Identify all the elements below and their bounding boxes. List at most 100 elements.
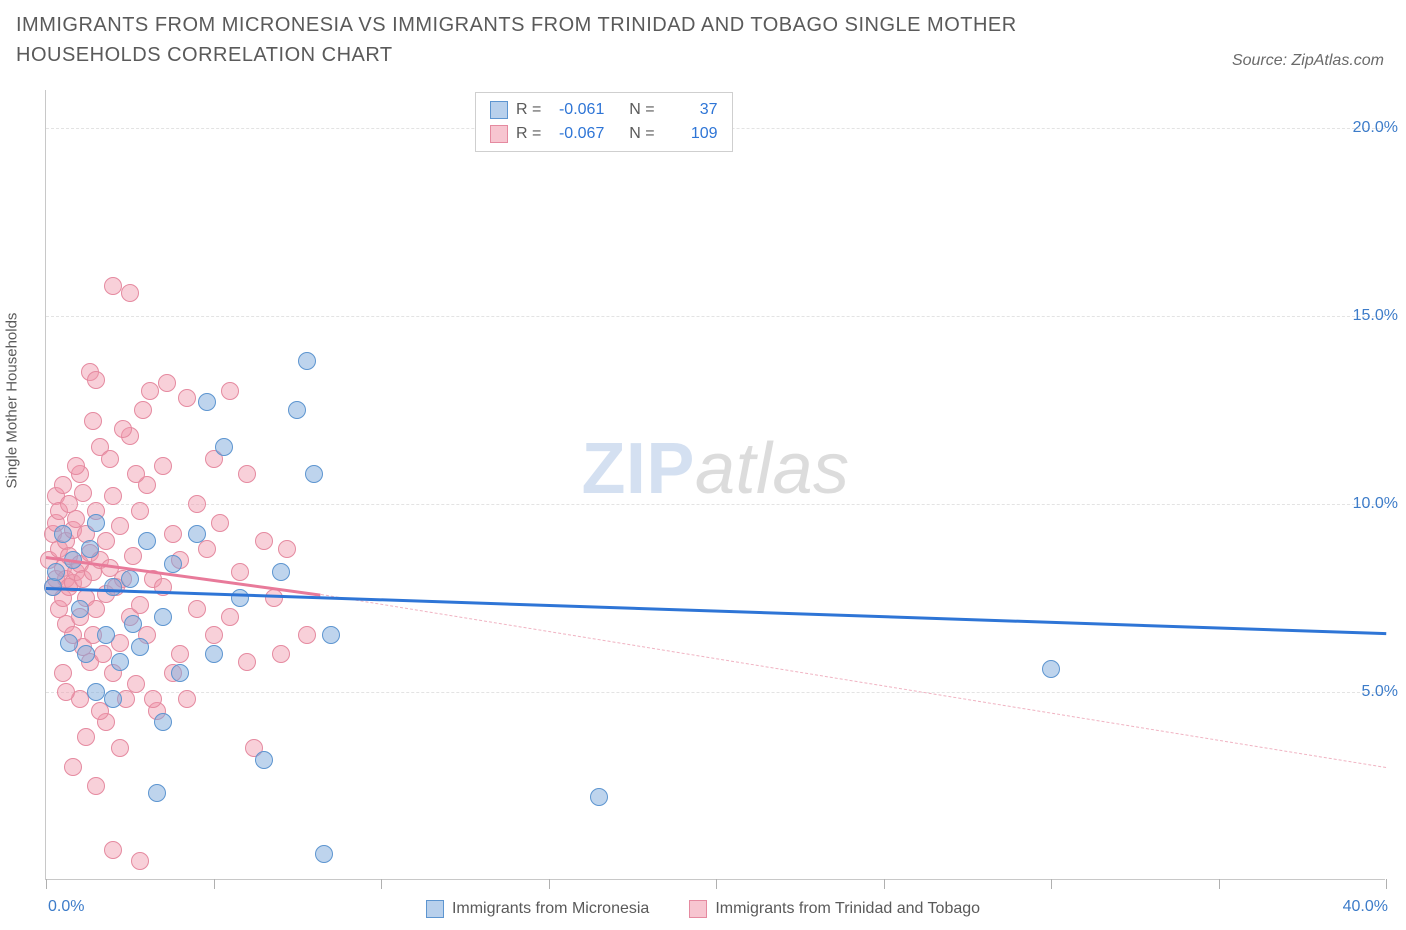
y-tick-label: 20.0% (1353, 119, 1398, 137)
scatter-point-pink (141, 382, 159, 400)
scatter-point-pink (104, 277, 122, 295)
x-tick (1219, 879, 1220, 889)
scatter-point-pink (54, 664, 72, 682)
scatter-point-blue (305, 465, 323, 483)
scatter-point-pink (67, 457, 85, 475)
x-tick (381, 879, 382, 889)
scatter-point-pink (111, 517, 129, 535)
n-value-2: 109 (663, 122, 718, 146)
legend-label-series1: Immigrants from Micronesia (452, 900, 649, 918)
y-tick-label: 5.0% (1362, 683, 1398, 701)
scatter-point-pink (211, 514, 229, 532)
source-attribution: Source: ZipAtlas.com (1232, 52, 1384, 70)
scatter-point-pink (131, 502, 149, 520)
scatter-point-blue (315, 845, 333, 863)
scatter-point-pink (64, 758, 82, 776)
scatter-point-pink (178, 389, 196, 407)
x-tick (1386, 879, 1387, 889)
x-tick (884, 879, 885, 889)
scatter-point-pink (255, 532, 273, 550)
scatter-point-pink (87, 600, 105, 618)
scatter-point-pink (164, 525, 182, 543)
r-label-1: R = (516, 98, 541, 122)
scatter-point-pink (298, 626, 316, 644)
r-value-2: -0.067 (549, 122, 604, 146)
scatter-point-blue (272, 563, 290, 581)
n-label-2: N = (629, 122, 654, 146)
scatter-point-blue (322, 626, 340, 644)
r-label-2: R = (516, 122, 541, 146)
grid-line (46, 504, 1385, 505)
scatter-point-pink (87, 777, 105, 795)
chart-container: IMMIGRANTS FROM MICRONESIA VS IMMIGRANTS… (0, 0, 1406, 930)
scatter-point-blue (288, 401, 306, 419)
x-tick (1051, 879, 1052, 889)
x-tick (549, 879, 550, 889)
y-tick-label: 10.0% (1353, 495, 1398, 513)
scatter-point-blue (1042, 660, 1060, 678)
scatter-point-blue (215, 438, 233, 456)
scatter-point-blue (81, 540, 99, 558)
scatter-point-blue (590, 788, 608, 806)
grid-line (46, 692, 1385, 693)
scatter-point-pink (101, 450, 119, 468)
watermark: ZIPatlas (581, 428, 849, 510)
scatter-point-blue (138, 532, 156, 550)
legend-swatch-blue-icon (426, 900, 444, 918)
scatter-point-pink (131, 852, 149, 870)
scatter-point-blue (188, 525, 206, 543)
scatter-point-pink (188, 600, 206, 618)
scatter-point-blue (124, 615, 142, 633)
scatter-point-blue (154, 608, 172, 626)
scatter-point-pink (111, 739, 129, 757)
scatter-point-blue (87, 514, 105, 532)
stats-row-series1: R = -0.061 N = 37 (490, 98, 718, 122)
y-tick-label: 15.0% (1353, 307, 1398, 325)
scatter-point-blue (77, 645, 95, 663)
scatter-point-blue (231, 589, 249, 607)
x-tick (214, 879, 215, 889)
swatch-blue-icon (490, 101, 508, 119)
scatter-point-blue (111, 653, 129, 671)
scatter-point-pink (144, 690, 162, 708)
scatter-point-blue (148, 784, 166, 802)
scatter-point-blue (198, 393, 216, 411)
n-value-1: 37 (663, 98, 718, 122)
scatter-point-pink (77, 728, 95, 746)
scatter-point-pink (154, 457, 172, 475)
scatter-point-pink (131, 596, 149, 614)
scatter-point-blue (205, 645, 223, 663)
scatter-point-pink (121, 284, 139, 302)
x-tick (46, 879, 47, 889)
scatter-point-blue (171, 664, 189, 682)
scatter-point-pink (178, 690, 196, 708)
scatter-point-blue (54, 525, 72, 543)
scatter-point-pink (74, 484, 92, 502)
r-value-1: -0.061 (549, 98, 604, 122)
watermark-atlas: atlas (695, 429, 850, 509)
y-axis-label: Single Mother Households (4, 313, 21, 489)
scatter-point-blue (298, 352, 316, 370)
scatter-point-blue (71, 600, 89, 618)
swatch-pink-icon (490, 125, 508, 143)
scatter-point-blue (121, 570, 139, 588)
scatter-point-pink (188, 495, 206, 513)
scatter-point-pink (238, 653, 256, 671)
scatter-point-pink (104, 841, 122, 859)
scatter-point-pink (198, 540, 216, 558)
scatter-point-blue (164, 555, 182, 573)
scatter-point-blue (255, 751, 273, 769)
scatter-point-blue (47, 563, 65, 581)
scatter-point-pink (171, 645, 189, 663)
scatter-point-pink (127, 675, 145, 693)
scatter-point-pink (57, 683, 75, 701)
regression-line-blue (46, 587, 1386, 635)
scatter-point-pink (158, 374, 176, 392)
scatter-point-pink (54, 476, 72, 494)
scatter-point-pink (104, 487, 122, 505)
regression-line-pink-dashed (321, 594, 1386, 768)
plot-area: ZIPatlas (45, 90, 1385, 880)
watermark-zip: ZIP (581, 429, 695, 509)
legend-item-series1: Immigrants from Micronesia (426, 900, 649, 918)
scatter-point-pink (114, 420, 132, 438)
